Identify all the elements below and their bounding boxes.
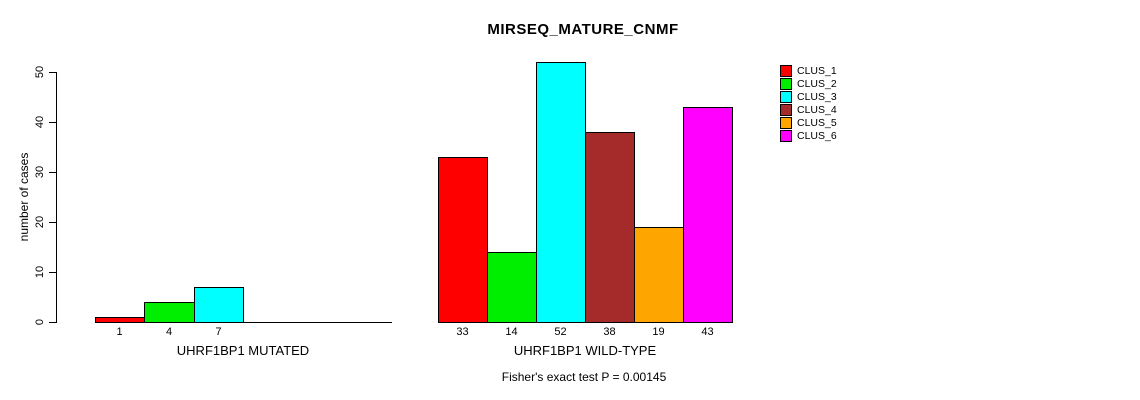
bar-value-label: 14 (505, 326, 518, 338)
bar-clus_5 (634, 227, 684, 323)
y-axis-tick (49, 272, 57, 273)
bar-clus_2 (487, 252, 537, 323)
bar-clus_3 (194, 287, 244, 323)
legend-swatch-clus_1 (780, 64, 792, 77)
legend-swatch-clus_4 (780, 103, 792, 116)
legend-label: CLUS_3 (797, 90, 837, 103)
y-axis (56, 72, 57, 323)
bar-value-label: 38 (603, 326, 616, 338)
bar-value-label: 52 (554, 326, 567, 338)
bar-value-label: 1 (116, 326, 123, 338)
bar-value-label: 7 (215, 326, 222, 338)
y-axis-tick (49, 222, 57, 223)
bar-clus_1 (438, 157, 488, 323)
bar-clus_1 (95, 317, 145, 323)
legend-item: CLUS_2 (780, 77, 837, 90)
legend-item: CLUS_1 (780, 64, 837, 77)
legend-label: CLUS_5 (797, 116, 837, 129)
x-axis-group-label-mutated: UHRF1BP1 MUTATED (176, 343, 310, 358)
y-axis-tick-label: 30 (34, 165, 46, 179)
bar-value-label: 19 (652, 326, 665, 338)
legend-swatch-clus_2 (780, 77, 792, 90)
y-axis-tick (49, 172, 57, 173)
y-axis-tick-label: 20 (34, 215, 46, 229)
y-axis-label: number of cases (17, 152, 31, 242)
legend-label: CLUS_1 (797, 64, 837, 77)
fisher-test-annotation: Fisher's exact test P = 0.00145 (501, 370, 667, 384)
bar-zero-clus_6 (342, 322, 392, 323)
y-axis-tick (49, 322, 57, 323)
y-axis-tick-label: 0 (34, 318, 46, 326)
bar-clus_6 (683, 107, 733, 323)
legend-label: CLUS_4 (797, 103, 837, 116)
legend-item: CLUS_3 (780, 90, 837, 103)
legend-swatch-clus_5 (780, 116, 792, 129)
legend-item: CLUS_4 (780, 103, 837, 116)
legend-item: CLUS_5 (780, 116, 837, 129)
legend-label: CLUS_6 (797, 129, 837, 142)
chart-title: MIRSEQ_MATURE_CNMF (487, 21, 679, 38)
bar-clus_3 (536, 62, 586, 323)
legend-swatch-clus_6 (780, 129, 792, 142)
y-axis-tick-label: 40 (34, 115, 46, 129)
bar-value-label: 33 (456, 326, 469, 338)
y-axis-tick-label: 50 (34, 65, 46, 79)
legend-label: CLUS_2 (797, 77, 837, 90)
y-axis-tick-label: 10 (34, 265, 46, 279)
bar-clus_4 (585, 132, 635, 323)
legend-item: CLUS_6 (780, 129, 837, 142)
y-axis-tick (49, 122, 57, 123)
legend-swatch-clus_3 (780, 90, 792, 103)
y-axis-tick (49, 72, 57, 73)
bar-value-label: 4 (165, 326, 173, 338)
bar-zero-clus_4 (243, 322, 293, 323)
bar-zero-clus_5 (292, 322, 343, 323)
bar-clus_2 (144, 302, 195, 323)
x-axis-group-label-wildtype: UHRF1BP1 WILD-TYPE (513, 343, 657, 358)
bar-value-label: 43 (701, 326, 714, 338)
legend: CLUS_1 CLUS_2 CLUS_3 CLUS_4 CLUS_5 CLUS_6 (780, 64, 837, 142)
